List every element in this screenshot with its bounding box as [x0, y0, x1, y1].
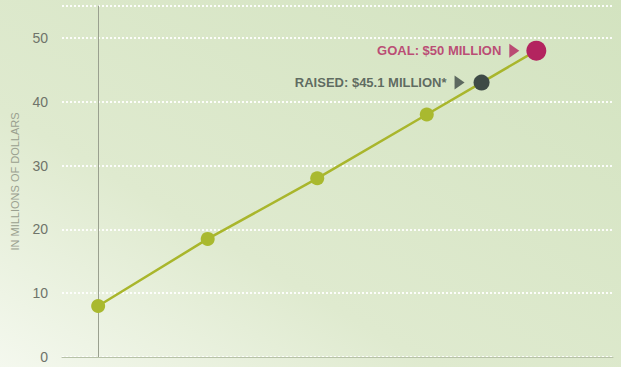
svg-text:20: 20 — [32, 221, 48, 237]
svg-text:GOAL: $50 MILLION: GOAL: $50 MILLION — [377, 43, 501, 58]
svg-text:30: 30 — [32, 158, 48, 174]
svg-text:0: 0 — [40, 349, 48, 365]
svg-text:IN MILLIONS OF DOLLARS: IN MILLIONS OF DOLLARS — [9, 112, 21, 250]
svg-text:50: 50 — [32, 30, 48, 46]
svg-text:10: 10 — [32, 285, 48, 301]
svg-text:RAISED: $45.1 MILLION*: RAISED: $45.1 MILLION* — [295, 75, 448, 90]
svg-text:40: 40 — [32, 94, 48, 110]
